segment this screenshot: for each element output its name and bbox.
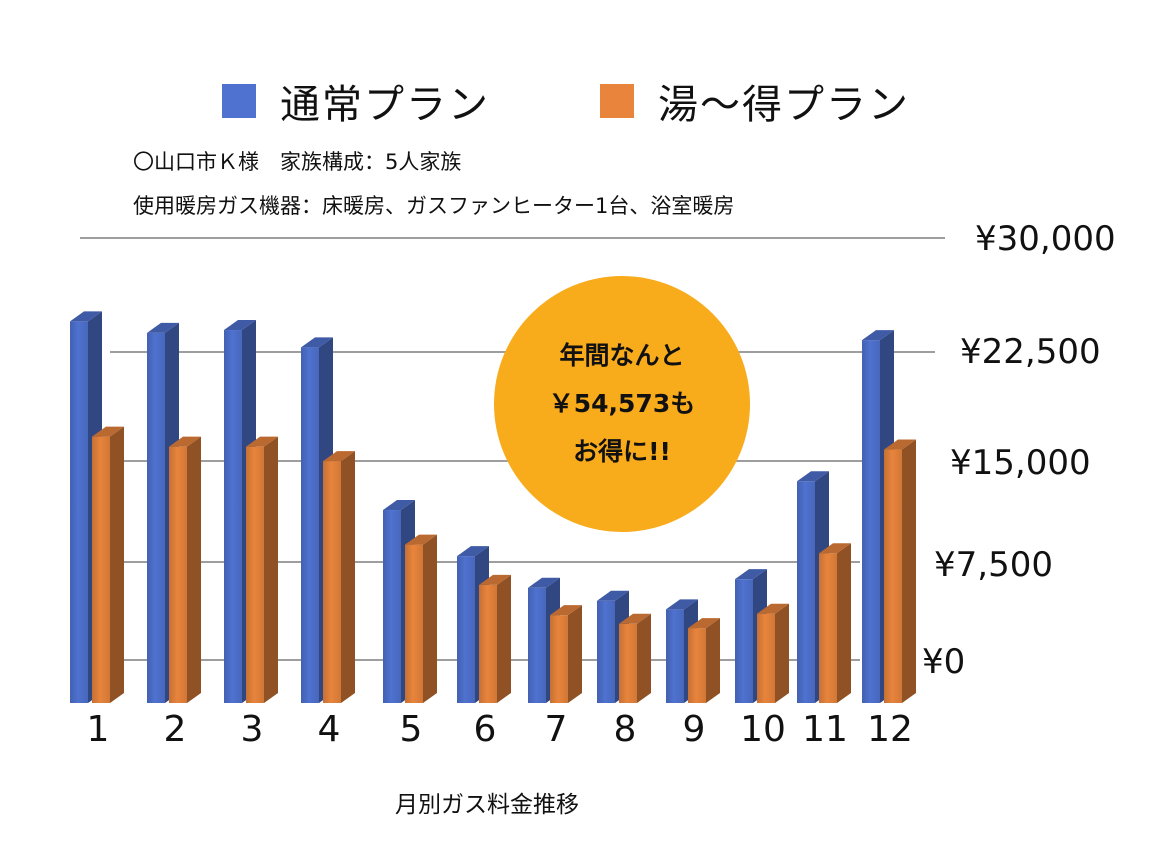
bar-orange: [757, 603, 789, 703]
x-tick-label: 6: [474, 709, 497, 750]
x-tick-label: 9: [683, 709, 706, 750]
y-axis-labels: ¥0 ¥7,500 ¥15,000 ¥22,500 ¥30,000: [922, 219, 1116, 682]
x-axis-title: 月別ガス料金推移: [395, 792, 579, 818]
x-tick-label: 3: [241, 709, 264, 750]
x-tick-label: 8: [614, 709, 637, 750]
legend-label-orange: 湯〜得プラン: [658, 82, 910, 128]
x-tick-label: 2: [164, 709, 187, 750]
bar-orange: [169, 436, 201, 703]
legend-label-blue: 通常プラン: [280, 82, 490, 128]
x-tick-label: 7: [545, 709, 568, 750]
bar-orange: [92, 426, 124, 703]
bar-orange: [323, 451, 355, 703]
legend-item-orange: 湯〜得プラン: [600, 72, 910, 130]
legend-swatch-orange: [600, 84, 634, 118]
legend-swatch-blue: [222, 84, 256, 118]
x-tick-label: 1: [87, 709, 110, 750]
bar-orange: [884, 439, 916, 703]
info-heating-devices: 使用暖房ガス機器：床暖房、ガスファンヒーター1台、浴室暖房: [133, 194, 735, 218]
x-tick-label: 12: [867, 709, 913, 750]
y-tick-label: ¥7,500: [934, 545, 1053, 585]
x-tick-label: 5: [400, 709, 423, 750]
bar-orange: [550, 605, 582, 703]
bar-orange: [619, 613, 651, 703]
bars: [70, 311, 916, 703]
bar-orange: [405, 534, 437, 703]
x-tick-label: 11: [802, 709, 848, 750]
y-tick-label: ¥22,500: [960, 332, 1101, 372]
x-tick-label: 10: [740, 709, 786, 750]
bar-orange: [819, 543, 851, 703]
y-tick-label: ¥0: [922, 642, 965, 682]
savings-line-3: お得に!!: [573, 437, 671, 466]
bar-orange: [688, 618, 720, 703]
x-axis-labels: 1 2 3 4 5 6 7 8 9 10 11 12: [87, 709, 913, 750]
savings-bubble: 年間なんと ￥54,573も お得に!!: [494, 276, 750, 532]
x-tick-label: 4: [318, 709, 341, 750]
bar-orange: [479, 574, 511, 703]
legend: 通常プラン 湯〜得プラン: [222, 72, 1020, 130]
y-tick-label: ¥30,000: [975, 219, 1116, 259]
y-tick-label: ¥15,000: [950, 443, 1091, 483]
savings-line-1: 年間なんと: [559, 341, 685, 370]
legend-item-blue: 通常プラン: [222, 72, 490, 130]
bar-orange: [246, 436, 278, 703]
info-customer: 〇山口市Ｋ様 家族構成：5人家族: [133, 150, 462, 174]
savings-line-2: ￥54,573も: [548, 389, 696, 418]
